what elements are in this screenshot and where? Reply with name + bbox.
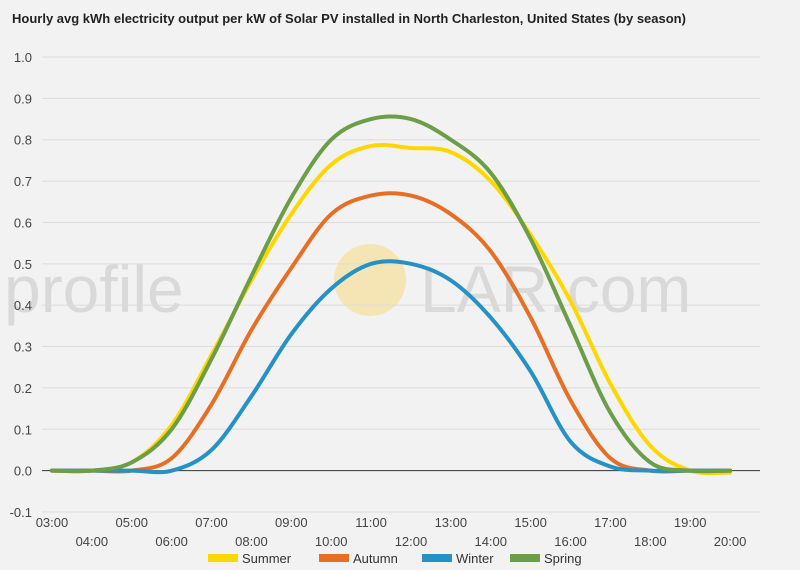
- legend-swatch: [422, 554, 452, 562]
- y-tick-label: 0.5: [14, 257, 32, 272]
- x-tick-label: 08:00: [235, 534, 268, 549]
- series-lines: [49, 114, 733, 476]
- legend-item-spring[interactable]: Spring: [510, 551, 582, 566]
- x-tick-label: 12:00: [395, 534, 428, 549]
- watermark: profile LAR.com: [4, 244, 691, 326]
- y-tick-label: 0.1: [14, 422, 32, 437]
- x-tick-label: 14:00: [474, 534, 507, 549]
- legend-swatch: [510, 554, 540, 562]
- x-tick-label: 17:00: [594, 515, 627, 530]
- x-axis: 03:00 04:00 05:00 06:00 07:00 08:00 09:00 10:00…: [36, 515, 747, 549]
- legend-label: Summer: [242, 551, 292, 566]
- legend-item-autumn[interactable]: Autumn: [319, 551, 398, 566]
- y-tick-label: 0.7: [14, 174, 32, 189]
- y-tick-label: 0.8: [14, 133, 32, 148]
- x-tick-label: 19:00: [674, 515, 707, 530]
- legend-swatch: [319, 554, 349, 562]
- x-tick-label: 13:00: [435, 515, 468, 530]
- x-tick-label: 04:00: [76, 534, 109, 549]
- y-tick-label: 0.9: [14, 91, 32, 106]
- x-tick-label: 15:00: [514, 515, 547, 530]
- series-line-winter: [49, 259, 733, 475]
- chart-title: Hourly avg kWh electricity output per kW…: [12, 11, 686, 26]
- x-tick-label: 07:00: [195, 515, 228, 530]
- x-tick-label: 03:00: [36, 515, 69, 530]
- legend-item-summer[interactable]: Summer: [208, 551, 292, 566]
- y-tick-label: 0.2: [14, 381, 32, 396]
- grid: [42, 56, 760, 513]
- y-axis: 1.0 0.9 0.8 0.7 0.6 0.5 0.4 0.3 0.2 0.1 0.0 -0.1: [10, 50, 32, 520]
- x-tick-label: 20:00: [714, 534, 747, 549]
- x-tick-label: 18:00: [634, 534, 667, 549]
- series-line-summer: [49, 142, 733, 476]
- y-tick-label: 0.0: [14, 464, 32, 479]
- y-tick-label: 0.3: [14, 340, 32, 355]
- y-tick-label: -0.1: [10, 505, 32, 520]
- legend-item-winter[interactable]: Winter: [422, 551, 494, 566]
- y-tick-label: 1.0: [14, 50, 32, 65]
- x-tick-label: 11:00: [355, 515, 387, 530]
- legend-label: Autumn: [353, 551, 398, 566]
- x-tick-label: 06:00: [155, 534, 188, 549]
- legend: Summer Autumn Winter Spring: [208, 551, 582, 566]
- y-tick-label: 0.4: [14, 298, 32, 313]
- series-line-autumn: [49, 191, 733, 474]
- x-tick-label: 09:00: [275, 515, 308, 530]
- legend-label: Spring: [544, 551, 582, 566]
- watermark-text-left: profile: [4, 252, 184, 326]
- x-tick-label: 16:00: [554, 534, 587, 549]
- legend-swatch: [208, 554, 238, 562]
- x-tick-label: 10:00: [315, 534, 348, 549]
- series-line-spring: [49, 114, 733, 474]
- x-tick-label: 05:00: [115, 515, 148, 530]
- legend-label: Winter: [456, 551, 494, 566]
- y-tick-label: 0.6: [14, 215, 32, 230]
